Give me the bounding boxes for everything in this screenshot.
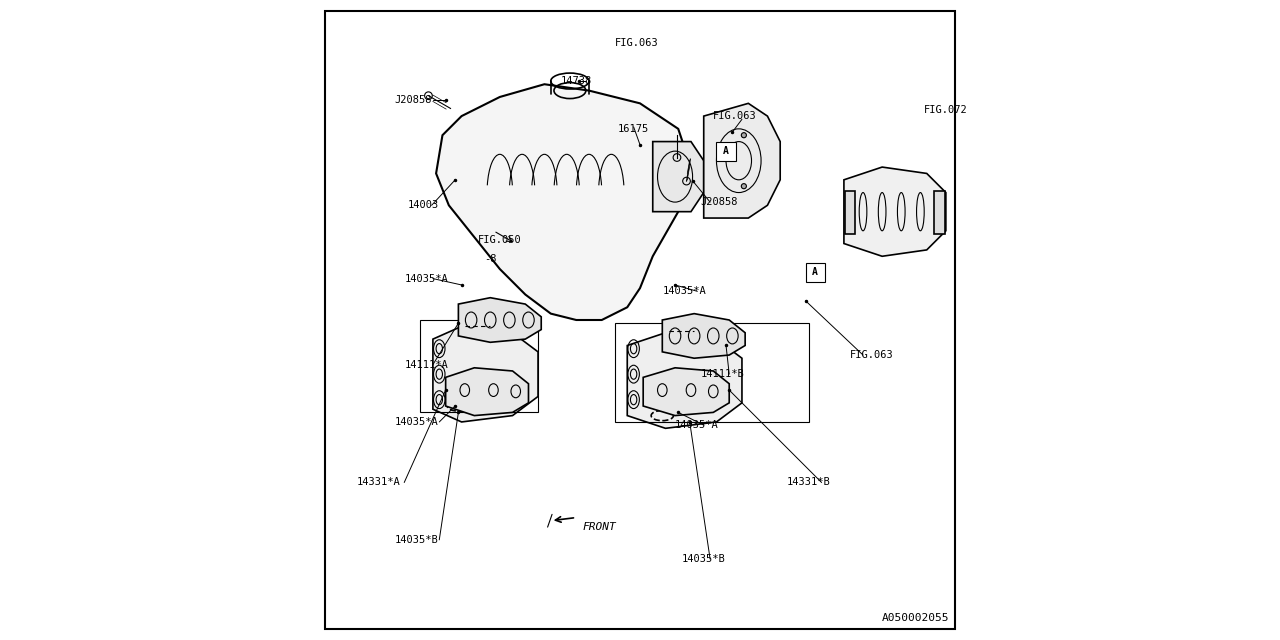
Polygon shape bbox=[433, 326, 538, 422]
Text: FIG.063: FIG.063 bbox=[850, 350, 893, 360]
Polygon shape bbox=[436, 84, 691, 320]
Text: 14331*A: 14331*A bbox=[356, 477, 401, 488]
Bar bbox=[934, 191, 945, 234]
Polygon shape bbox=[704, 103, 781, 218]
Text: 14035*B: 14035*B bbox=[394, 535, 439, 545]
Ellipse shape bbox=[741, 184, 746, 189]
Text: FIG.063: FIG.063 bbox=[713, 111, 756, 121]
Bar bbox=[805, 262, 824, 282]
Text: -8: -8 bbox=[484, 255, 497, 264]
Text: 16175: 16175 bbox=[618, 124, 649, 134]
Text: FIG.050: FIG.050 bbox=[477, 236, 521, 245]
Text: 14035*A: 14035*A bbox=[662, 286, 707, 296]
Text: FIG.072: FIG.072 bbox=[924, 105, 968, 115]
Polygon shape bbox=[844, 167, 946, 256]
Text: 14738: 14738 bbox=[561, 76, 591, 86]
Text: 14035*A: 14035*A bbox=[675, 420, 719, 430]
Text: 14035*A: 14035*A bbox=[394, 417, 439, 427]
Polygon shape bbox=[653, 141, 704, 212]
Text: 14111*B: 14111*B bbox=[700, 369, 744, 379]
Text: A050002055: A050002055 bbox=[882, 612, 948, 623]
Text: 14035*A: 14035*A bbox=[404, 273, 448, 284]
Bar bbox=[420, 320, 538, 412]
Text: 14003: 14003 bbox=[407, 200, 439, 211]
Text: 14035*B: 14035*B bbox=[681, 554, 726, 564]
Polygon shape bbox=[458, 298, 541, 342]
Ellipse shape bbox=[741, 132, 746, 138]
Text: A: A bbox=[813, 268, 818, 277]
Text: FIG.063: FIG.063 bbox=[614, 38, 658, 48]
Polygon shape bbox=[445, 368, 529, 415]
Polygon shape bbox=[662, 314, 745, 358]
Bar bbox=[845, 191, 855, 234]
Text: FRONT: FRONT bbox=[582, 522, 617, 532]
Text: 14331*B: 14331*B bbox=[787, 477, 831, 488]
Bar bbox=[717, 141, 736, 161]
Polygon shape bbox=[643, 368, 730, 415]
Text: A: A bbox=[723, 146, 730, 156]
Text: J20858: J20858 bbox=[394, 95, 433, 105]
Polygon shape bbox=[627, 333, 742, 428]
Bar bbox=[614, 323, 809, 422]
Text: 14111*A: 14111*A bbox=[404, 360, 448, 370]
Text: J20858: J20858 bbox=[700, 197, 739, 207]
